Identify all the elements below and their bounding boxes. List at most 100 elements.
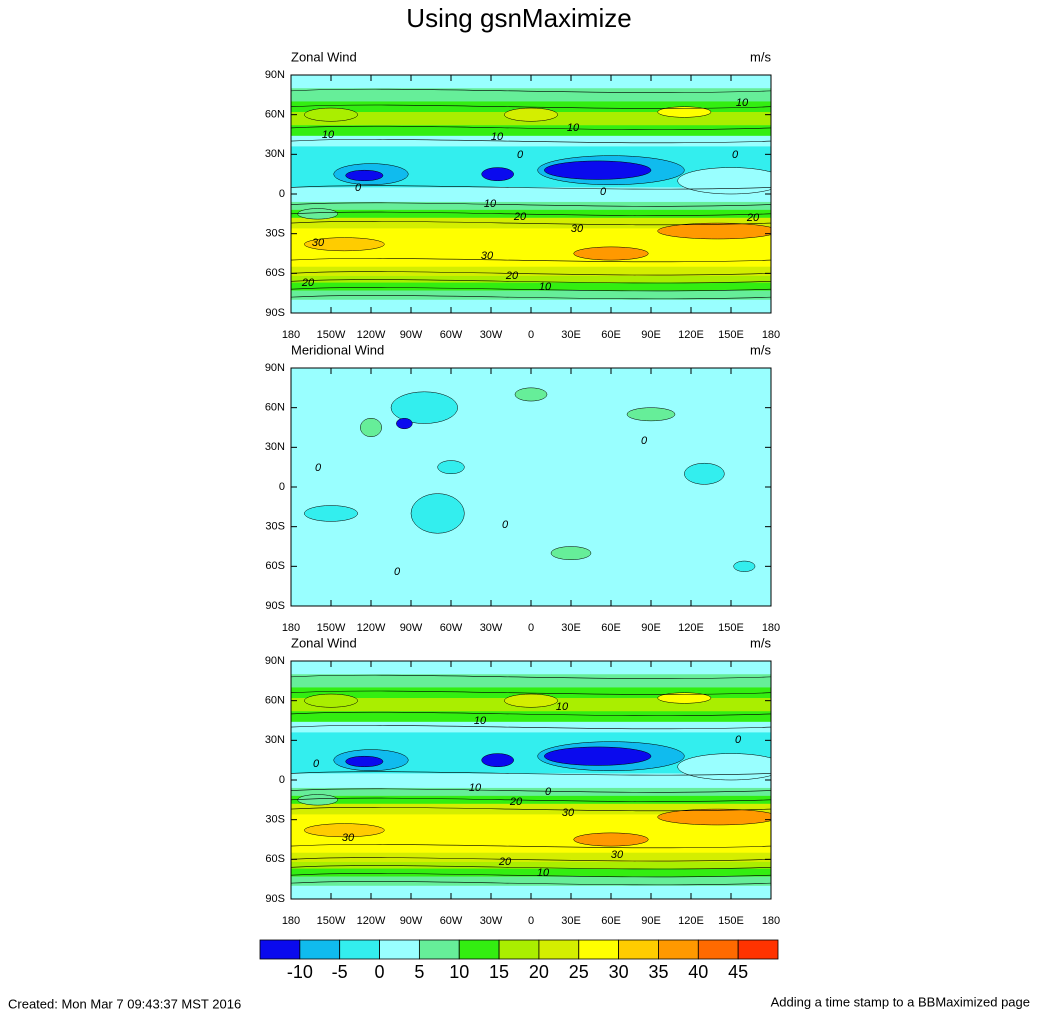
contour-fill xyxy=(360,417,382,438)
panel-left-label: Zonal Wind xyxy=(291,49,357,64)
contour-label: 0 xyxy=(394,566,401,578)
contour-fill xyxy=(291,275,771,284)
contour-line xyxy=(291,139,771,144)
colorbar-box xyxy=(658,939,699,960)
contour-fill xyxy=(396,417,413,430)
colorbar-box xyxy=(379,939,420,960)
contour-line xyxy=(291,865,771,870)
contour-field xyxy=(291,661,771,899)
contour-label: 0 xyxy=(735,734,742,746)
y-tick-label: 90S xyxy=(265,307,285,319)
contour-fill xyxy=(345,755,384,768)
contour-line xyxy=(291,844,771,849)
contour-label: 30 xyxy=(562,807,575,819)
y-tick-label: 30S xyxy=(265,521,285,533)
contour-label: 30 xyxy=(342,832,355,844)
map-panel: Zonal Wind m/s 90N 60N 30N 0 30S 60S 90S 180 150W 1… xyxy=(265,49,780,341)
contour-line xyxy=(291,807,771,812)
contour-fill xyxy=(550,546,592,560)
contour-line xyxy=(291,221,771,226)
contour-label: 0 xyxy=(315,462,322,474)
contour-fill xyxy=(657,222,771,240)
contour-fill xyxy=(504,107,558,122)
colorbar-label: 10 xyxy=(449,962,469,982)
contour-line xyxy=(291,771,771,776)
colorbar-box xyxy=(418,939,460,960)
contour-line xyxy=(291,873,771,878)
contour-label: 20 xyxy=(505,270,519,282)
contour-fill xyxy=(291,876,771,887)
y-tick-label: 90N xyxy=(265,655,285,667)
contour-fill xyxy=(481,167,514,182)
y-tick-label: 0 xyxy=(279,481,285,493)
contour-label: 10 xyxy=(567,122,580,134)
contour-line xyxy=(291,271,771,276)
contour-fill xyxy=(684,462,725,485)
contour-fill xyxy=(304,693,358,708)
y-tick-label: 90S xyxy=(265,600,285,612)
x-tick-label: 120E xyxy=(678,915,704,927)
colorbar-box xyxy=(618,939,659,960)
y-tick-label: 90S xyxy=(265,893,285,905)
contour-fill xyxy=(291,787,771,797)
panel-left-label: Zonal Wind xyxy=(291,635,357,650)
x-tick-label: 180 xyxy=(282,915,300,927)
colorbar-label: 40 xyxy=(688,962,708,982)
x-tick-label: 180 xyxy=(282,622,300,634)
contour-fill xyxy=(657,692,712,704)
x-tick-label: 90W xyxy=(400,915,423,927)
contour-label: 30 xyxy=(571,223,584,235)
contour-fill xyxy=(677,167,771,195)
x-tick-label: 90E xyxy=(641,622,661,634)
contour-label: 10 xyxy=(556,701,569,713)
y-tick-label: 30N xyxy=(265,734,285,746)
contour-label: 0 xyxy=(313,758,320,770)
colorbar-label: 20 xyxy=(529,962,549,982)
x-tick-label: 90E xyxy=(641,915,661,927)
contour-fill xyxy=(291,852,771,863)
contour-fill xyxy=(297,208,338,220)
y-tick-label: 0 xyxy=(279,774,285,786)
x-tick-label: 120W xyxy=(357,915,386,927)
y-tick-label: 30N xyxy=(265,441,285,453)
contour-fill xyxy=(304,237,385,252)
colorbar-box xyxy=(299,939,341,960)
x-tick-label: 180 xyxy=(282,329,300,341)
contour-label: 20 xyxy=(498,856,512,868)
map-panel: Zonal Wind m/s 90N 60N 30N 0 30S 60S 90S 180 150W 1… xyxy=(265,635,780,927)
x-tick-label: 30W xyxy=(480,622,503,634)
contour-label: 20 xyxy=(301,277,315,289)
colorbar-label: -5 xyxy=(332,962,348,982)
colorbar-box xyxy=(259,939,301,960)
contour-fill xyxy=(304,505,358,522)
y-tick-label: 60S xyxy=(265,853,285,865)
contour-label: 10 xyxy=(484,198,497,210)
contour-line xyxy=(291,881,771,886)
panel-left-label: Meridional Wind xyxy=(291,342,384,357)
x-tick-label: 30W xyxy=(480,329,503,341)
colorbar-box xyxy=(737,939,779,960)
panel-right-label: m/s xyxy=(750,49,771,64)
x-tick-label: 120E xyxy=(678,622,704,634)
panel-right-label: m/s xyxy=(750,635,771,650)
colorbar-label: -10 xyxy=(287,962,313,982)
colorbar-label: 15 xyxy=(489,962,509,982)
contour-label: 10 xyxy=(469,782,482,794)
contour-line xyxy=(291,674,771,679)
contour-fill xyxy=(390,391,458,424)
contour-fill xyxy=(514,387,548,402)
y-tick-label: 30S xyxy=(265,814,285,826)
contour-fill xyxy=(291,187,771,203)
x-tick-label: 30E xyxy=(561,329,581,341)
x-tick-label: 0 xyxy=(528,915,534,927)
contour-field xyxy=(291,368,771,606)
contour-fill xyxy=(677,753,771,781)
contour-fill xyxy=(297,794,338,806)
colorbar-label: 25 xyxy=(569,962,589,982)
x-tick-label: 30E xyxy=(561,622,581,634)
x-tick-label: 60W xyxy=(440,622,463,634)
x-tick-label: 60W xyxy=(440,329,463,341)
map-panel: Meridional Wind m/s 90N 60N 30N 0 30S 60S 90S 180… xyxy=(265,342,780,633)
colorbar-box xyxy=(578,939,620,960)
contour-fill xyxy=(544,160,652,180)
